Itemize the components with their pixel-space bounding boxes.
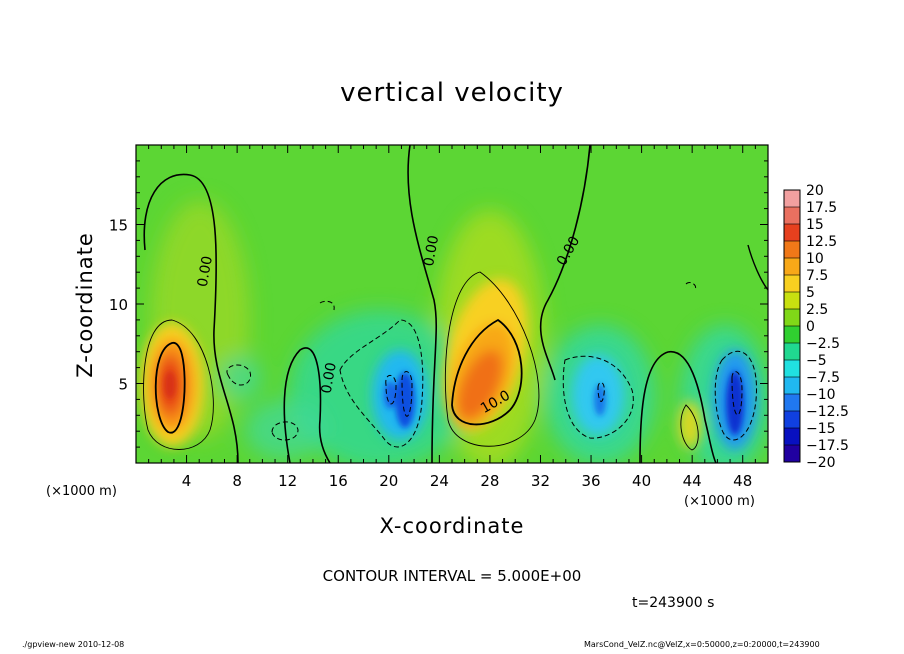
chart-title: vertical velocity <box>340 78 564 108</box>
zero-contour-6 <box>747 244 768 291</box>
neg-contour-6 <box>562 355 634 439</box>
axis-ticks <box>136 145 768 463</box>
colorbar-segment <box>784 207 800 225</box>
x-axis-label: X-coordinate <box>379 514 525 538</box>
colorbar-label: −15 <box>806 421 836 437</box>
colorbar-segment <box>784 428 800 446</box>
updraft-right-yellow <box>678 401 702 449</box>
y-tick-label: 15 <box>109 217 128 235</box>
updraft-left-core <box>164 371 176 399</box>
heatmap-field <box>136 145 768 463</box>
neg-contour-4 <box>385 374 397 405</box>
x-tick-label: 12 <box>278 472 297 490</box>
contour-10-center <box>451 318 523 426</box>
x-tick-label: 32 <box>531 472 550 490</box>
neg-contour-1 <box>226 364 252 386</box>
neg-contour-9 <box>731 371 743 416</box>
colorbar-segment <box>784 309 800 327</box>
neg-contour-10 <box>319 300 335 311</box>
neg-contour-3 <box>339 319 424 448</box>
colorbar-label: −12.5 <box>806 404 849 420</box>
neg-contour-7 <box>597 382 605 402</box>
zero-contour-5 <box>639 351 717 463</box>
colorbar-segment <box>784 394 800 412</box>
downdraft-halo-tiny <box>218 356 262 400</box>
colorbar-label: 12.5 <box>806 234 837 250</box>
colorbar-label: 17.5 <box>806 200 837 216</box>
colorbar-label: 20 <box>806 183 824 199</box>
contour-label: 0.00 <box>319 361 340 394</box>
contour-label: 0.00 <box>421 234 442 267</box>
x-tick-label: 48 <box>733 472 752 490</box>
contour-5-right <box>680 404 699 451</box>
colorbar-segment <box>784 275 800 293</box>
colorbar: 2017.51512.5107.552.50−2.5−5−7.5−10−12.5… <box>783 183 849 471</box>
colorbar-segment <box>784 241 800 259</box>
y-axis-label: Z-coordinate <box>73 232 97 378</box>
colorbar-segment <box>784 292 800 310</box>
contour-10-left <box>154 341 186 434</box>
y-tick-label: 10 <box>109 296 128 314</box>
colorbar-segment <box>784 360 800 378</box>
colorbar-segment <box>784 445 800 463</box>
colorbar-label: 7.5 <box>806 268 828 284</box>
x-tick-label: 4 <box>182 472 192 490</box>
x-tick-label: 24 <box>430 472 449 490</box>
x-tick-label: 44 <box>683 472 702 490</box>
neg-contour-11 <box>685 282 697 291</box>
colorbar-label: 0 <box>806 319 815 335</box>
colorbar-segment <box>784 343 800 361</box>
contour-5-center <box>444 271 540 447</box>
colorbar-label: −20 <box>806 455 836 471</box>
colorbar-label: 10 <box>806 251 824 267</box>
x-tick-label: 8 <box>232 472 242 490</box>
colorbar-label: −5 <box>806 353 827 369</box>
contour-label: 0.00 <box>195 255 216 288</box>
neg-contour-5 <box>401 371 413 417</box>
footer-left-info: ./gpview-new 2010-12-08 <box>22 640 125 649</box>
colorbar-label: −2.5 <box>806 336 840 352</box>
x-tick-label: 36 <box>581 472 600 490</box>
downdraft-right-core <box>594 384 606 416</box>
colorbar-label: −7.5 <box>806 370 840 386</box>
updraft-center-red <box>457 349 503 421</box>
x-tick-label: 20 <box>379 472 398 490</box>
colorbar-label: 5 <box>806 285 815 301</box>
x-unit-label-right: (×1000 m) <box>684 494 755 509</box>
colorbar-label: 2.5 <box>806 302 828 318</box>
colorbar-segment <box>784 224 800 242</box>
colorbar-label: −17.5 <box>806 438 849 454</box>
colorbar-segment <box>784 411 800 429</box>
contour-5-left <box>143 319 214 450</box>
contour-lines <box>143 145 768 463</box>
x-tick-label: 40 <box>632 472 651 490</box>
downdraft-far-right-core <box>726 371 744 435</box>
x-unit-label-left: (×1000 m) <box>46 484 117 499</box>
colorbar-segment <box>784 258 800 276</box>
downdraft-center-core <box>395 372 415 428</box>
colorbar-segment <box>784 190 800 208</box>
colorbar-label: 15 <box>806 217 824 233</box>
colorbar-segment <box>784 377 800 395</box>
neg-contour-2 <box>271 421 299 441</box>
zero-contour-3 <box>407 145 438 463</box>
x-tick-label: 28 <box>480 472 499 490</box>
colorbar-label: −10 <box>806 387 836 403</box>
contour-interval-text: CONTOUR INTERVAL = 5.000E+00 <box>322 567 582 585</box>
footer-right-info: MarsCond_VelZ.nc@VelZ,x=0:50000,z=0:2000… <box>584 640 820 649</box>
zero-contour-1 <box>143 173 239 463</box>
y-tick-label: 5 <box>118 376 128 394</box>
zero-contour-2 <box>283 347 331 463</box>
colorbar-segment <box>784 326 800 344</box>
x-tick-label: 16 <box>329 472 348 490</box>
neg-contour-8 <box>714 350 758 441</box>
zero-contour-4 <box>539 145 591 381</box>
time-stamp: t=243900 s <box>632 595 715 611</box>
